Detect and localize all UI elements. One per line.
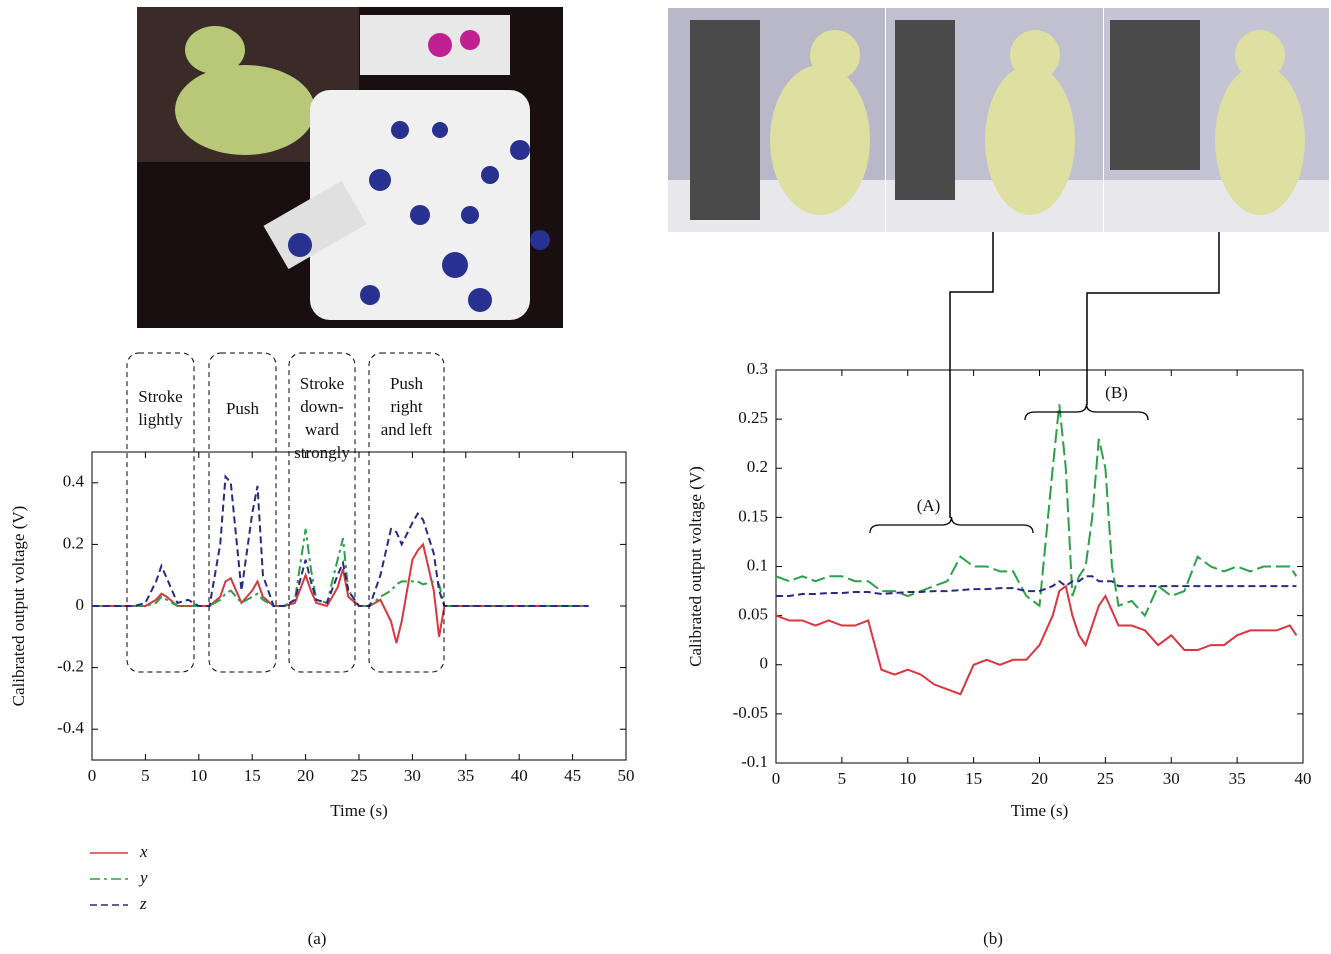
x-tick-label: 35 (457, 766, 474, 785)
x-tick-label: 35 (1229, 769, 1246, 788)
data-line (776, 576, 1296, 596)
annotation-label: down- (300, 397, 344, 416)
x-tick-label: 5 (141, 766, 150, 785)
x-tick-label: 40 (511, 766, 528, 785)
data-line (776, 404, 1296, 615)
annotation-label: (B) (1105, 383, 1128, 402)
y-tick-label: -0.2 (57, 657, 84, 676)
x-tick-label: 25 (351, 766, 368, 785)
x-tick-label: 40 (1295, 769, 1312, 788)
x-tick-label: 15 (965, 769, 982, 788)
y-tick-label: -0.4 (57, 718, 84, 737)
annotation-label: right (390, 397, 422, 416)
x-axis-title: Time (s) (330, 801, 387, 820)
x-tick-label: 45 (564, 766, 581, 785)
y-axis-title: Calibrated output voltage (V) (9, 506, 28, 707)
y-tick-label: 0.25 (738, 408, 768, 427)
annotation-label: and left (381, 420, 433, 439)
annotation-brace (1025, 404, 1148, 420)
annotation-label: lightly (138, 410, 183, 429)
x-tick-label: 10 (899, 769, 916, 788)
connectors (950, 232, 1219, 518)
data-line (92, 544, 589, 643)
caption: (b) (983, 929, 1003, 948)
x-tick-label: 0 (772, 769, 781, 788)
annotation-label: Push (390, 374, 424, 393)
y-tick-label: 0.1 (747, 555, 768, 574)
data-line (92, 477, 589, 606)
y-tick-label: 0 (760, 654, 769, 673)
annotation-label: ward (305, 420, 339, 439)
y-tick-label: -0.05 (733, 703, 768, 722)
y-tick-label: -0.1 (741, 752, 768, 771)
x-axis-title: Time (s) (1011, 801, 1068, 820)
x-tick-label: 50 (618, 766, 635, 785)
legend-label: z (139, 894, 147, 913)
x-tick-label: 5 (838, 769, 847, 788)
y-tick-label: 0.2 (747, 457, 768, 476)
x-tick-label: 30 (404, 766, 421, 785)
y-tick-label: 0 (76, 595, 85, 614)
x-tick-label: 30 (1163, 769, 1180, 788)
robot-photos-right (668, 8, 1329, 232)
y-tick-label: 0.05 (738, 605, 768, 624)
plot-frame (776, 370, 1303, 763)
figure: 05101520253035404550-0.4-0.200.20.4Time … (0, 0, 1331, 954)
annotation-label: Push (226, 399, 260, 418)
annotation-label: strongly (294, 443, 350, 462)
annotation-label: (A) (917, 496, 941, 515)
annotation-label: Stroke (138, 387, 182, 406)
annotation-brace (870, 517, 1033, 533)
y-tick-label: 0.3 (747, 359, 768, 378)
y-tick-label: 0.4 (63, 472, 85, 491)
x-tick-label: 10 (190, 766, 207, 785)
y-tick-label: 0.2 (63, 533, 84, 552)
y-axis-title: Calibrated output voltage (V) (686, 466, 705, 667)
x-tick-label: 20 (297, 766, 314, 785)
annotation-label: Stroke (300, 374, 344, 393)
x-tick-label: 20 (1031, 769, 1048, 788)
robot-photo-left (137, 7, 563, 328)
legend-label: x (139, 842, 148, 861)
x-tick-label: 15 (244, 766, 261, 785)
caption: (a) (308, 929, 327, 948)
legend-label: y (138, 868, 148, 887)
x-tick-label: 0 (88, 766, 97, 785)
x-tick-label: 25 (1097, 769, 1114, 788)
y-tick-label: 0.15 (738, 506, 768, 525)
